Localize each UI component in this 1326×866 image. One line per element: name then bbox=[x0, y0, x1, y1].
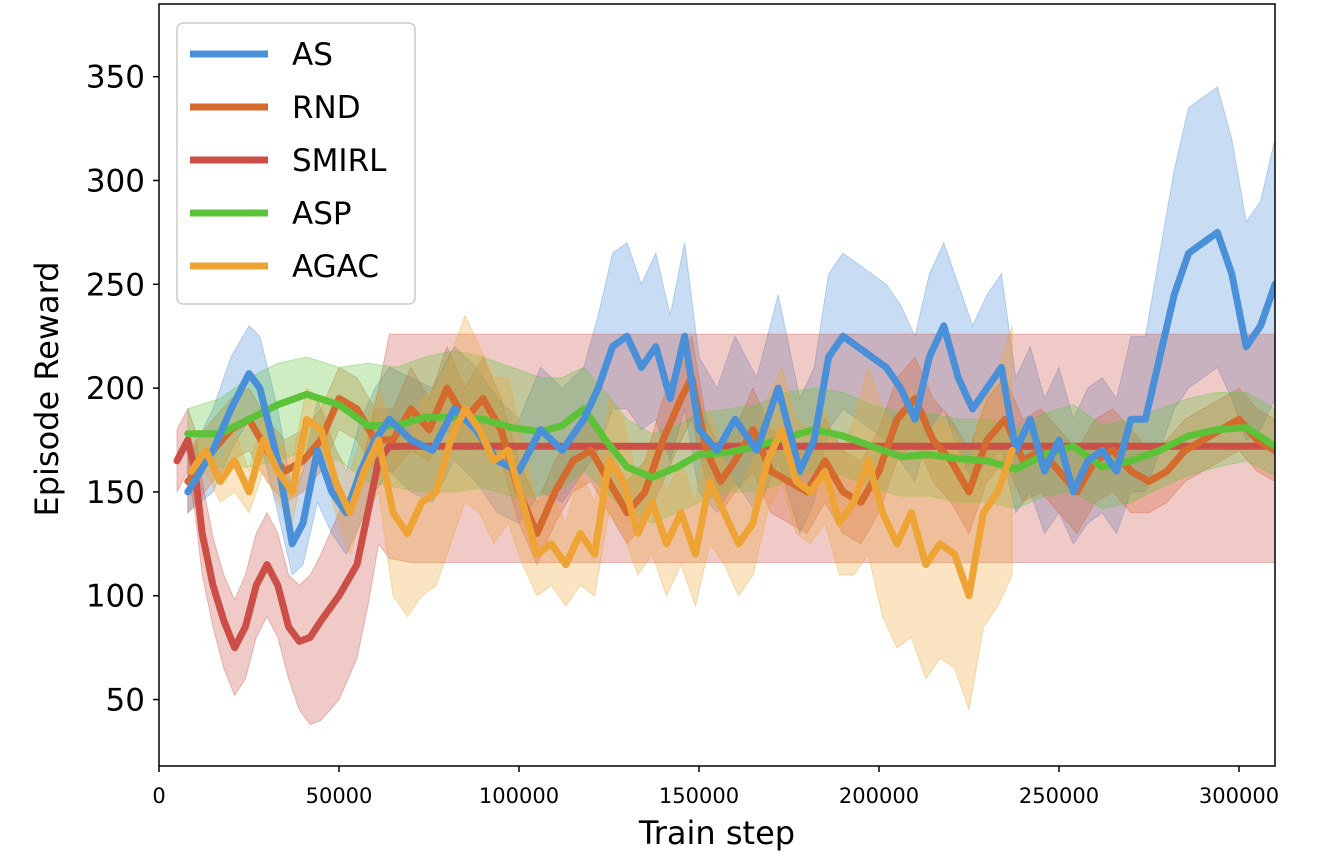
x-tick-label: 0 bbox=[152, 784, 165, 808]
x-tick-label: 200000 bbox=[839, 784, 919, 808]
plot-area-frame bbox=[158, 3, 1276, 767]
series-lines bbox=[173, 228, 1275, 652]
x-tick-label: 300000 bbox=[1199, 784, 1279, 808]
y-axis-title: Episode Reward bbox=[28, 261, 66, 516]
y-tick-label: 250 bbox=[86, 267, 145, 303]
legend-label-agac: AGAC bbox=[292, 249, 379, 285]
x-tick-label: 250000 bbox=[1019, 784, 1099, 808]
x-axis: 0 50000 100000 150000 200000 250000 300000 bbox=[152, 766, 1279, 808]
legend-label-asp: ASP bbox=[292, 196, 352, 232]
line-smirl bbox=[173, 436, 1275, 652]
y-tick-label: 100 bbox=[86, 579, 145, 615]
y-tick-label: 300 bbox=[86, 163, 145, 199]
x-axis-title: Train step bbox=[638, 814, 795, 852]
x-tick-label: 50000 bbox=[306, 784, 373, 808]
x-tick-label: 100000 bbox=[479, 784, 559, 808]
legend-label-rnd: RND bbox=[292, 90, 361, 126]
y-tick-label: 200 bbox=[86, 371, 145, 407]
legend-label-smirl: SMIRL bbox=[292, 143, 387, 179]
legend: AS RND SMIRL ASP AGAC bbox=[176, 22, 416, 305]
x-tick-label: 150000 bbox=[659, 784, 739, 808]
legend-items: AS RND SMIRL ASP AGAC bbox=[190, 37, 387, 285]
y-tick-label: 350 bbox=[86, 60, 145, 96]
y-tick-label: 150 bbox=[86, 475, 145, 511]
line-agac bbox=[187, 405, 1016, 600]
y-tick-label: 50 bbox=[106, 683, 145, 719]
legend-label-as: AS bbox=[292, 37, 333, 73]
y-axis: 50 100 150 200 250 300 350 bbox=[86, 60, 159, 719]
band-as bbox=[187, 86, 1275, 576]
legend-box bbox=[176, 22, 416, 305]
